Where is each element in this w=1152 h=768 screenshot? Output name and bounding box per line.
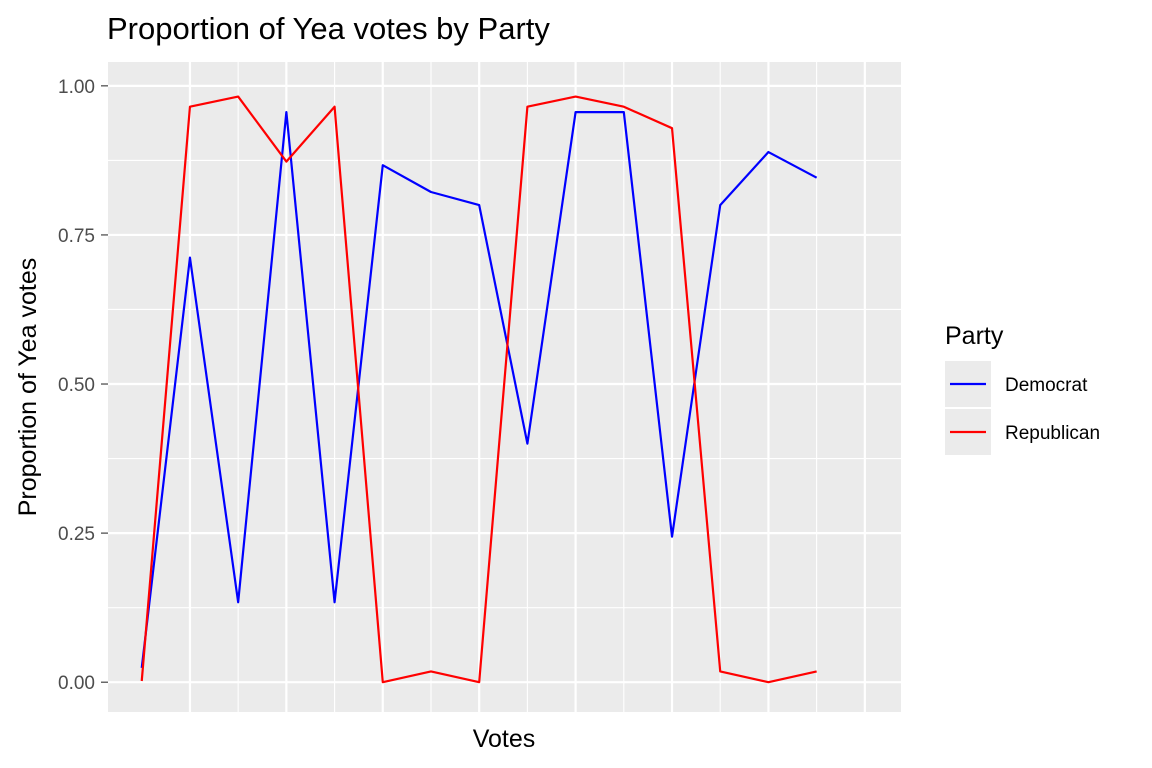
- y-tick-label: 1.00: [58, 77, 95, 98]
- legend-label-republican: Republican: [1005, 423, 1100, 444]
- grid-lines: [108, 62, 901, 712]
- y-axis-title: Proportion of Yea votes: [14, 258, 42, 517]
- y-tick-label: 0.75: [58, 226, 95, 247]
- series-line-republican: [140, 95, 817, 684]
- chart-title: Proportion of Yea votes by Party: [107, 11, 550, 46]
- legend: Party Democrat Republican: [945, 322, 1100, 455]
- legend-title: Party: [945, 322, 1004, 350]
- y-tick-label: 0.00: [58, 673, 95, 694]
- y-tick-label: 0.50: [58, 375, 95, 396]
- y-tick-label: 0.25: [58, 524, 95, 545]
- series-line-democrat: [140, 110, 818, 668]
- legend-label-democrat: Democrat: [1005, 375, 1088, 396]
- x-axis-title: Votes: [473, 725, 536, 753]
- series-lines: [140, 95, 818, 684]
- y-axis: 0.00 0.25 0.50 0.75 1.00: [58, 77, 108, 694]
